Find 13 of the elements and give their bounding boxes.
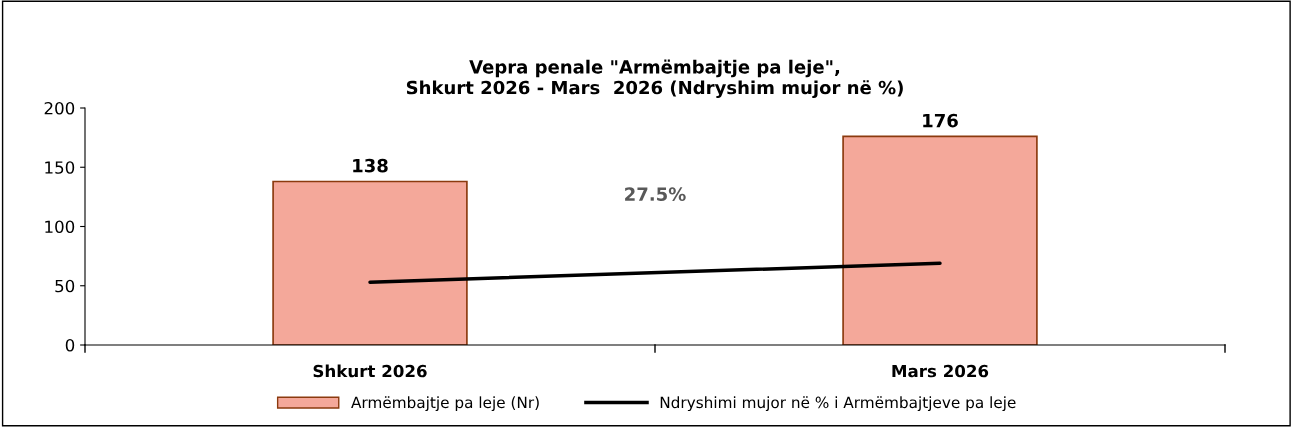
legend-label: Ndryshimi mujor në % i Armëmbajtjeve pa leje [660, 396, 1016, 412]
chart-title: Vepra penale "Armëmbajtje pa leje", Shkurt 2026 - Mars 2026 (Ndryshim mujor në %) [406, 59, 903, 99]
x-tick-label: Mars 2026 [892, 364, 989, 378]
y-tick-label: 0 [65, 338, 75, 352]
legend-label: Armëmbajtje pa leje (Nr) [351, 396, 539, 412]
data-label: 176 [923, 113, 958, 128]
y-tick-label: 150 [45, 161, 75, 174]
y-tick-label: 100 [45, 220, 75, 234]
x-tick-label: Shkurt 2026 [313, 364, 427, 378]
annotation: 27.5% [625, 187, 686, 201]
y-tick-label: 50 [55, 279, 75, 293]
y-tick-label: 200 [44, 101, 75, 115]
data-label: 138 [353, 158, 388, 173]
